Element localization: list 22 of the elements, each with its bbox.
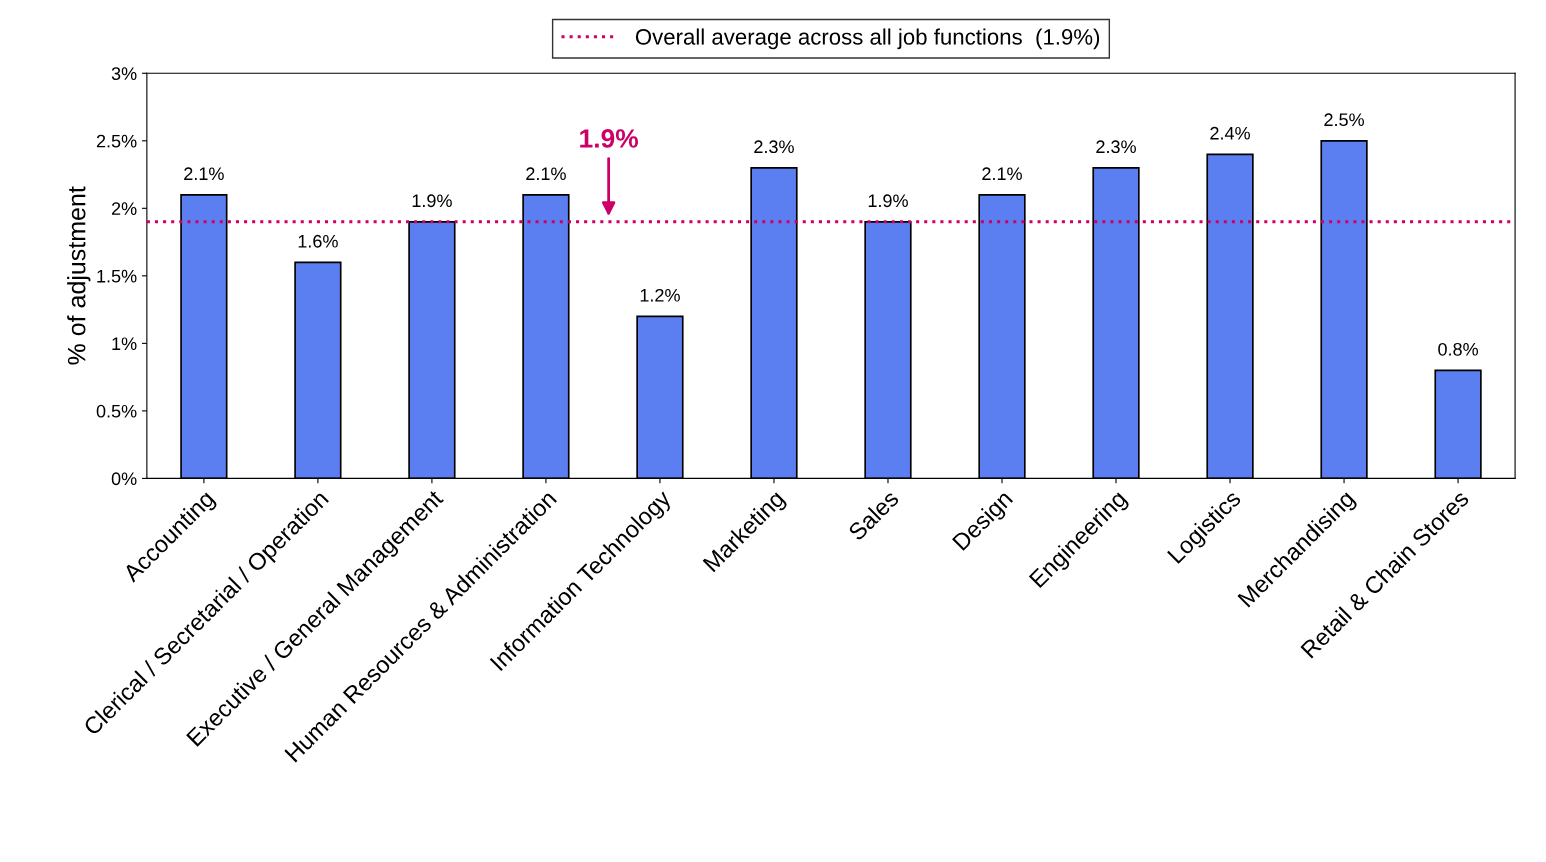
data-label: 2.1% xyxy=(982,167,1022,181)
data-label: 1.9% xyxy=(412,194,452,208)
data-label: 2.3% xyxy=(1096,140,1136,154)
data-label: 0.8% xyxy=(1438,342,1479,356)
y-tick-label: 1.5% xyxy=(97,269,137,283)
y-tick-label: 3% xyxy=(111,67,137,80)
data-label: 2.1% xyxy=(184,167,224,181)
data-label: 2.4% xyxy=(1210,126,1250,140)
y-tick-label: 2.5% xyxy=(96,134,137,148)
legend-label: Overall average across all job functions (1.9%) xyxy=(635,28,1100,50)
y-tick-label: 0% xyxy=(111,472,137,486)
y-tick-label: 1% xyxy=(112,337,137,351)
data-label: 1.6% xyxy=(298,234,338,248)
y-tick-label: 2% xyxy=(111,202,137,215)
data-label: 2.3% xyxy=(754,140,794,154)
data-label: 2.1% xyxy=(526,167,566,181)
y-axis-title: % of adjustment xyxy=(67,186,91,365)
data-label: 2.5% xyxy=(1324,113,1364,127)
data-label: 1.9% xyxy=(868,194,908,208)
data-label: 1.2% xyxy=(640,288,680,302)
y-tick-label: 0.5% xyxy=(96,404,137,418)
annotation: 1.9% xyxy=(580,129,639,148)
